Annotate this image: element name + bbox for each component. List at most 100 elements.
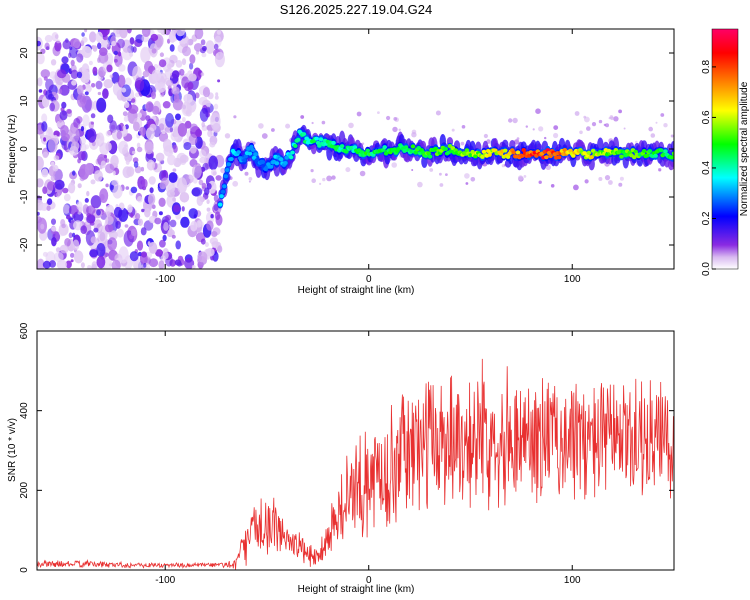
noise-blob	[42, 260, 51, 269]
faint-dot	[311, 178, 317, 183]
x-tick-label: 0	[366, 274, 372, 285]
noise-blob	[80, 126, 85, 132]
noise-blob	[137, 196, 143, 203]
noise-blob	[191, 187, 203, 197]
noise-blob	[125, 159, 130, 165]
noise-blob	[136, 240, 144, 251]
noise-blob	[132, 150, 136, 155]
noise-blob	[208, 155, 218, 171]
faint-dot	[598, 119, 603, 124]
noise-blob	[127, 29, 132, 34]
noise-blob	[189, 123, 198, 133]
x-tick-label: -100	[155, 274, 175, 285]
noise-blob	[87, 265, 92, 269]
signal-core	[278, 157, 284, 162]
noise-blob	[95, 31, 104, 43]
faint-dot	[391, 162, 398, 168]
faint-dot	[361, 142, 365, 145]
noise-blob	[66, 214, 71, 220]
noise-blob	[85, 83, 91, 89]
noise-blob	[188, 175, 194, 180]
colorbar-tick-label: 0.8	[701, 60, 712, 74]
noise-blob	[161, 130, 166, 135]
signal-core	[519, 154, 525, 158]
faint-dot	[326, 175, 332, 182]
faint-dot	[331, 175, 336, 180]
faint-dot	[619, 176, 624, 181]
noise-blob	[111, 259, 121, 269]
noise-blob	[55, 247, 61, 253]
noise-blob	[56, 69, 67, 79]
noise-blob	[84, 91, 89, 96]
colorbar-gradient	[711, 28, 739, 270]
signal-core	[253, 152, 258, 157]
noise-blob	[136, 146, 143, 153]
faint-dot	[439, 172, 442, 176]
noise-blob	[213, 194, 219, 202]
y-tick-label: -20	[19, 237, 30, 252]
noise-blob	[43, 137, 47, 142]
signal-core	[589, 155, 594, 160]
faint-dot	[398, 128, 401, 131]
faint-dot	[258, 123, 264, 129]
noise-blob	[112, 184, 123, 199]
signal-core	[515, 150, 521, 155]
noise-blob	[141, 29, 151, 37]
colorbar-tick-label: 0.4	[701, 161, 712, 175]
noise-blob	[49, 260, 56, 268]
signal-core	[568, 148, 573, 153]
faint-dot	[311, 121, 314, 125]
signal-core	[427, 154, 433, 159]
faint-dot	[523, 175, 527, 178]
noise-blob	[137, 218, 143, 226]
noise-blob	[142, 178, 148, 189]
signal-core	[481, 149, 487, 154]
noise-blob	[45, 127, 54, 141]
noise-blob	[173, 93, 180, 103]
faint-dot	[460, 141, 465, 146]
faint-dot	[465, 182, 469, 185]
faint-dot	[439, 183, 444, 187]
noise-blob	[64, 238, 71, 247]
signal-core	[556, 155, 562, 160]
noise-blob	[84, 163, 94, 176]
signal-core	[219, 194, 224, 199]
signal-core	[339, 144, 345, 149]
noise-blob	[92, 45, 98, 52]
noise-blob	[99, 142, 110, 156]
noise-blob	[173, 204, 181, 213]
noise-blob	[210, 255, 215, 261]
noise-blob	[145, 101, 154, 113]
noise-blob	[112, 170, 116, 176]
noise-blob	[128, 104, 139, 114]
signal-core	[274, 161, 280, 166]
faint-dot	[553, 132, 559, 139]
noise-blob	[198, 179, 204, 186]
snr-xlabel: Height of straight line (km)	[298, 584, 415, 595]
noise-blob	[169, 219, 177, 228]
noise-blob	[81, 46, 92, 58]
noise-blob	[130, 212, 134, 218]
faint-dot	[553, 125, 559, 130]
snr-panel: -100 0 100 0 200 400 600 Height of straight li…	[7, 322, 675, 595]
noise-blob	[177, 122, 188, 137]
noise-blob	[141, 208, 145, 213]
noise-blob	[73, 220, 83, 231]
noise-blob	[182, 46, 191, 57]
faint-dot	[345, 167, 351, 173]
y-tick-label: 400	[19, 402, 30, 419]
noise-blob	[97, 42, 102, 50]
signal-core	[268, 164, 274, 169]
noise-blob	[119, 29, 128, 39]
faint-dot	[613, 116, 619, 122]
noise-blob	[163, 145, 174, 157]
noise-blob	[162, 170, 167, 177]
faint-dot	[660, 113, 665, 117]
noise-blob	[37, 156, 44, 171]
noise-blob	[165, 214, 172, 221]
noise-blob	[100, 39, 110, 48]
signal-core	[247, 151, 253, 156]
y-tick-label: 0	[19, 567, 30, 573]
noise-blob	[165, 113, 175, 128]
faint-dot	[598, 177, 603, 181]
